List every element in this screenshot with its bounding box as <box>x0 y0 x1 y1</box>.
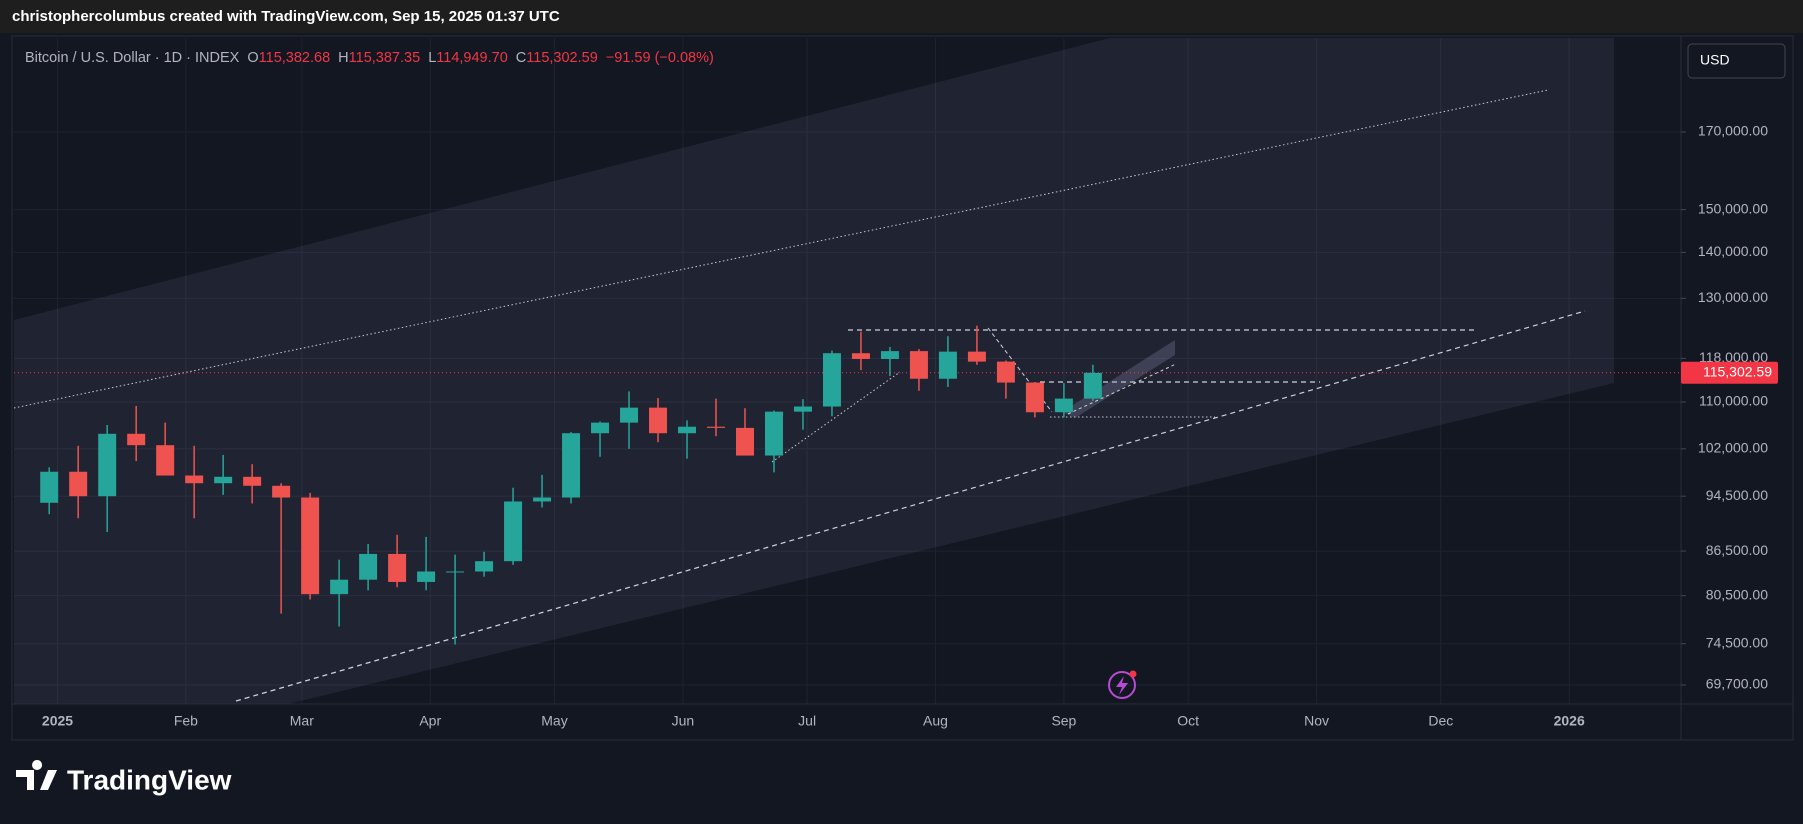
x-tick-label: 2025 <box>42 713 73 729</box>
candle-body <box>533 497 552 502</box>
candle-body <box>40 471 59 503</box>
candle-body <box>938 351 957 379</box>
y-tick-label: 102,000.00 <box>1698 440 1768 456</box>
candle-body <box>98 433 117 497</box>
candle-body <box>185 475 204 484</box>
candle-body <box>156 445 175 476</box>
legend-value: 115,382.68 <box>259 50 331 66</box>
candle-body <box>822 353 841 407</box>
candle-body <box>446 571 465 573</box>
top-bar-text: christophercolumbus created with Trading… <box>12 8 560 25</box>
candle-body <box>591 422 610 434</box>
candle-body <box>127 433 146 446</box>
x-tick-label: Dec <box>1428 713 1453 729</box>
candle-body <box>649 407 668 434</box>
x-tick-label: Feb <box>174 713 198 729</box>
legend-change: −91.59 (−0.08%) <box>606 50 714 66</box>
flag-line <box>1067 363 1177 415</box>
candle-body <box>417 571 436 582</box>
candle-body <box>793 406 812 412</box>
x-tick-label: Nov <box>1304 713 1329 729</box>
candle-body <box>69 471 88 497</box>
y-tick-label: 110,000.00 <box>1699 393 1768 409</box>
last-price-box <box>1681 361 1778 384</box>
y-tick-label: 150,000.00 <box>1698 200 1768 216</box>
y-tick-label: 69,700.00 <box>1706 676 1768 692</box>
candle-body <box>301 497 320 595</box>
x-tick-label: May <box>541 713 567 729</box>
plot-area <box>13 38 1681 704</box>
channel-upper-line <box>13 89 1549 409</box>
candle-body <box>620 407 639 423</box>
candle-body <box>243 476 262 486</box>
legend-key: L <box>428 50 436 66</box>
candle-body <box>880 351 899 359</box>
legend: Bitcoin / U.S. Dollar · 1D · INDEX O115,… <box>25 50 714 66</box>
candle-body <box>330 579 349 595</box>
x-tick-label: Sep <box>1051 713 1076 729</box>
legend-key: O <box>247 50 258 66</box>
candle-body <box>562 433 581 498</box>
y-tick-label: 74,500.00 <box>1706 634 1768 650</box>
legend-value: 115,302.59 <box>526 50 598 66</box>
candle-body <box>996 361 1015 383</box>
candle-body <box>851 353 870 359</box>
candle-body <box>764 411 783 456</box>
candle-body <box>736 427 754 456</box>
brand-name: TradingView <box>67 764 232 795</box>
x-tick-label: 2026 <box>1554 713 1585 729</box>
y-tick-label: 170,000.00 <box>1698 123 1768 139</box>
x-tick-label: Apr <box>419 713 441 729</box>
candle-body <box>678 426 696 434</box>
candle-body <box>1025 382 1044 413</box>
legend-key: C <box>516 50 526 66</box>
candle-body <box>388 553 407 582</box>
brand-logo <box>16 760 57 790</box>
candle-body <box>707 426 725 428</box>
y-tick-label: 80,500.00 <box>1706 586 1768 602</box>
alert-icon[interactable] <box>1108 671 1136 699</box>
candle-body <box>359 553 378 580</box>
y-tick-label: 130,000.00 <box>1698 289 1768 305</box>
candle-body <box>1054 398 1073 413</box>
x-tick-label: Jul <box>798 713 816 729</box>
last-price-label: 115,302.59 <box>1703 363 1772 379</box>
legend-value: 115,387.35 <box>349 50 421 66</box>
alert-dot <box>1129 670 1137 678</box>
y-tick-label: 94,500.00 <box>1706 487 1768 503</box>
x-tick-label: Oct <box>1177 713 1199 729</box>
swing-line <box>987 327 1053 413</box>
channel-fill <box>14 38 1614 704</box>
alert-icon-bolt <box>1116 676 1128 695</box>
y-tick-label: 86,500.00 <box>1706 542 1768 558</box>
x-tick-label: Mar <box>290 713 314 729</box>
candle-body <box>504 501 523 562</box>
candle-body <box>1083 372 1102 399</box>
x-tick-label: Jun <box>672 713 695 729</box>
candle-body <box>475 561 494 572</box>
candle-body <box>272 485 291 498</box>
chart-frame <box>11 35 1794 741</box>
currency-label: USD <box>1700 52 1730 68</box>
grid <box>14 38 1681 704</box>
top-bar <box>0 0 1803 33</box>
y-tick-label: 140,000.00 <box>1698 243 1768 259</box>
candle-body <box>967 351 986 362</box>
currency-button[interactable] <box>1687 43 1786 79</box>
legend-key: H <box>338 50 348 66</box>
y-tick-label: 118,000.00 <box>1699 349 1768 365</box>
candle-body <box>214 476 233 484</box>
candle-body <box>909 351 928 379</box>
legend-value: 114,949.70 <box>436 50 508 66</box>
legend-symbol: Bitcoin / U.S. Dollar · 1D · INDEX <box>25 50 240 66</box>
channel-lower-line <box>235 310 1586 702</box>
x-tick-label: Aug <box>923 713 948 729</box>
